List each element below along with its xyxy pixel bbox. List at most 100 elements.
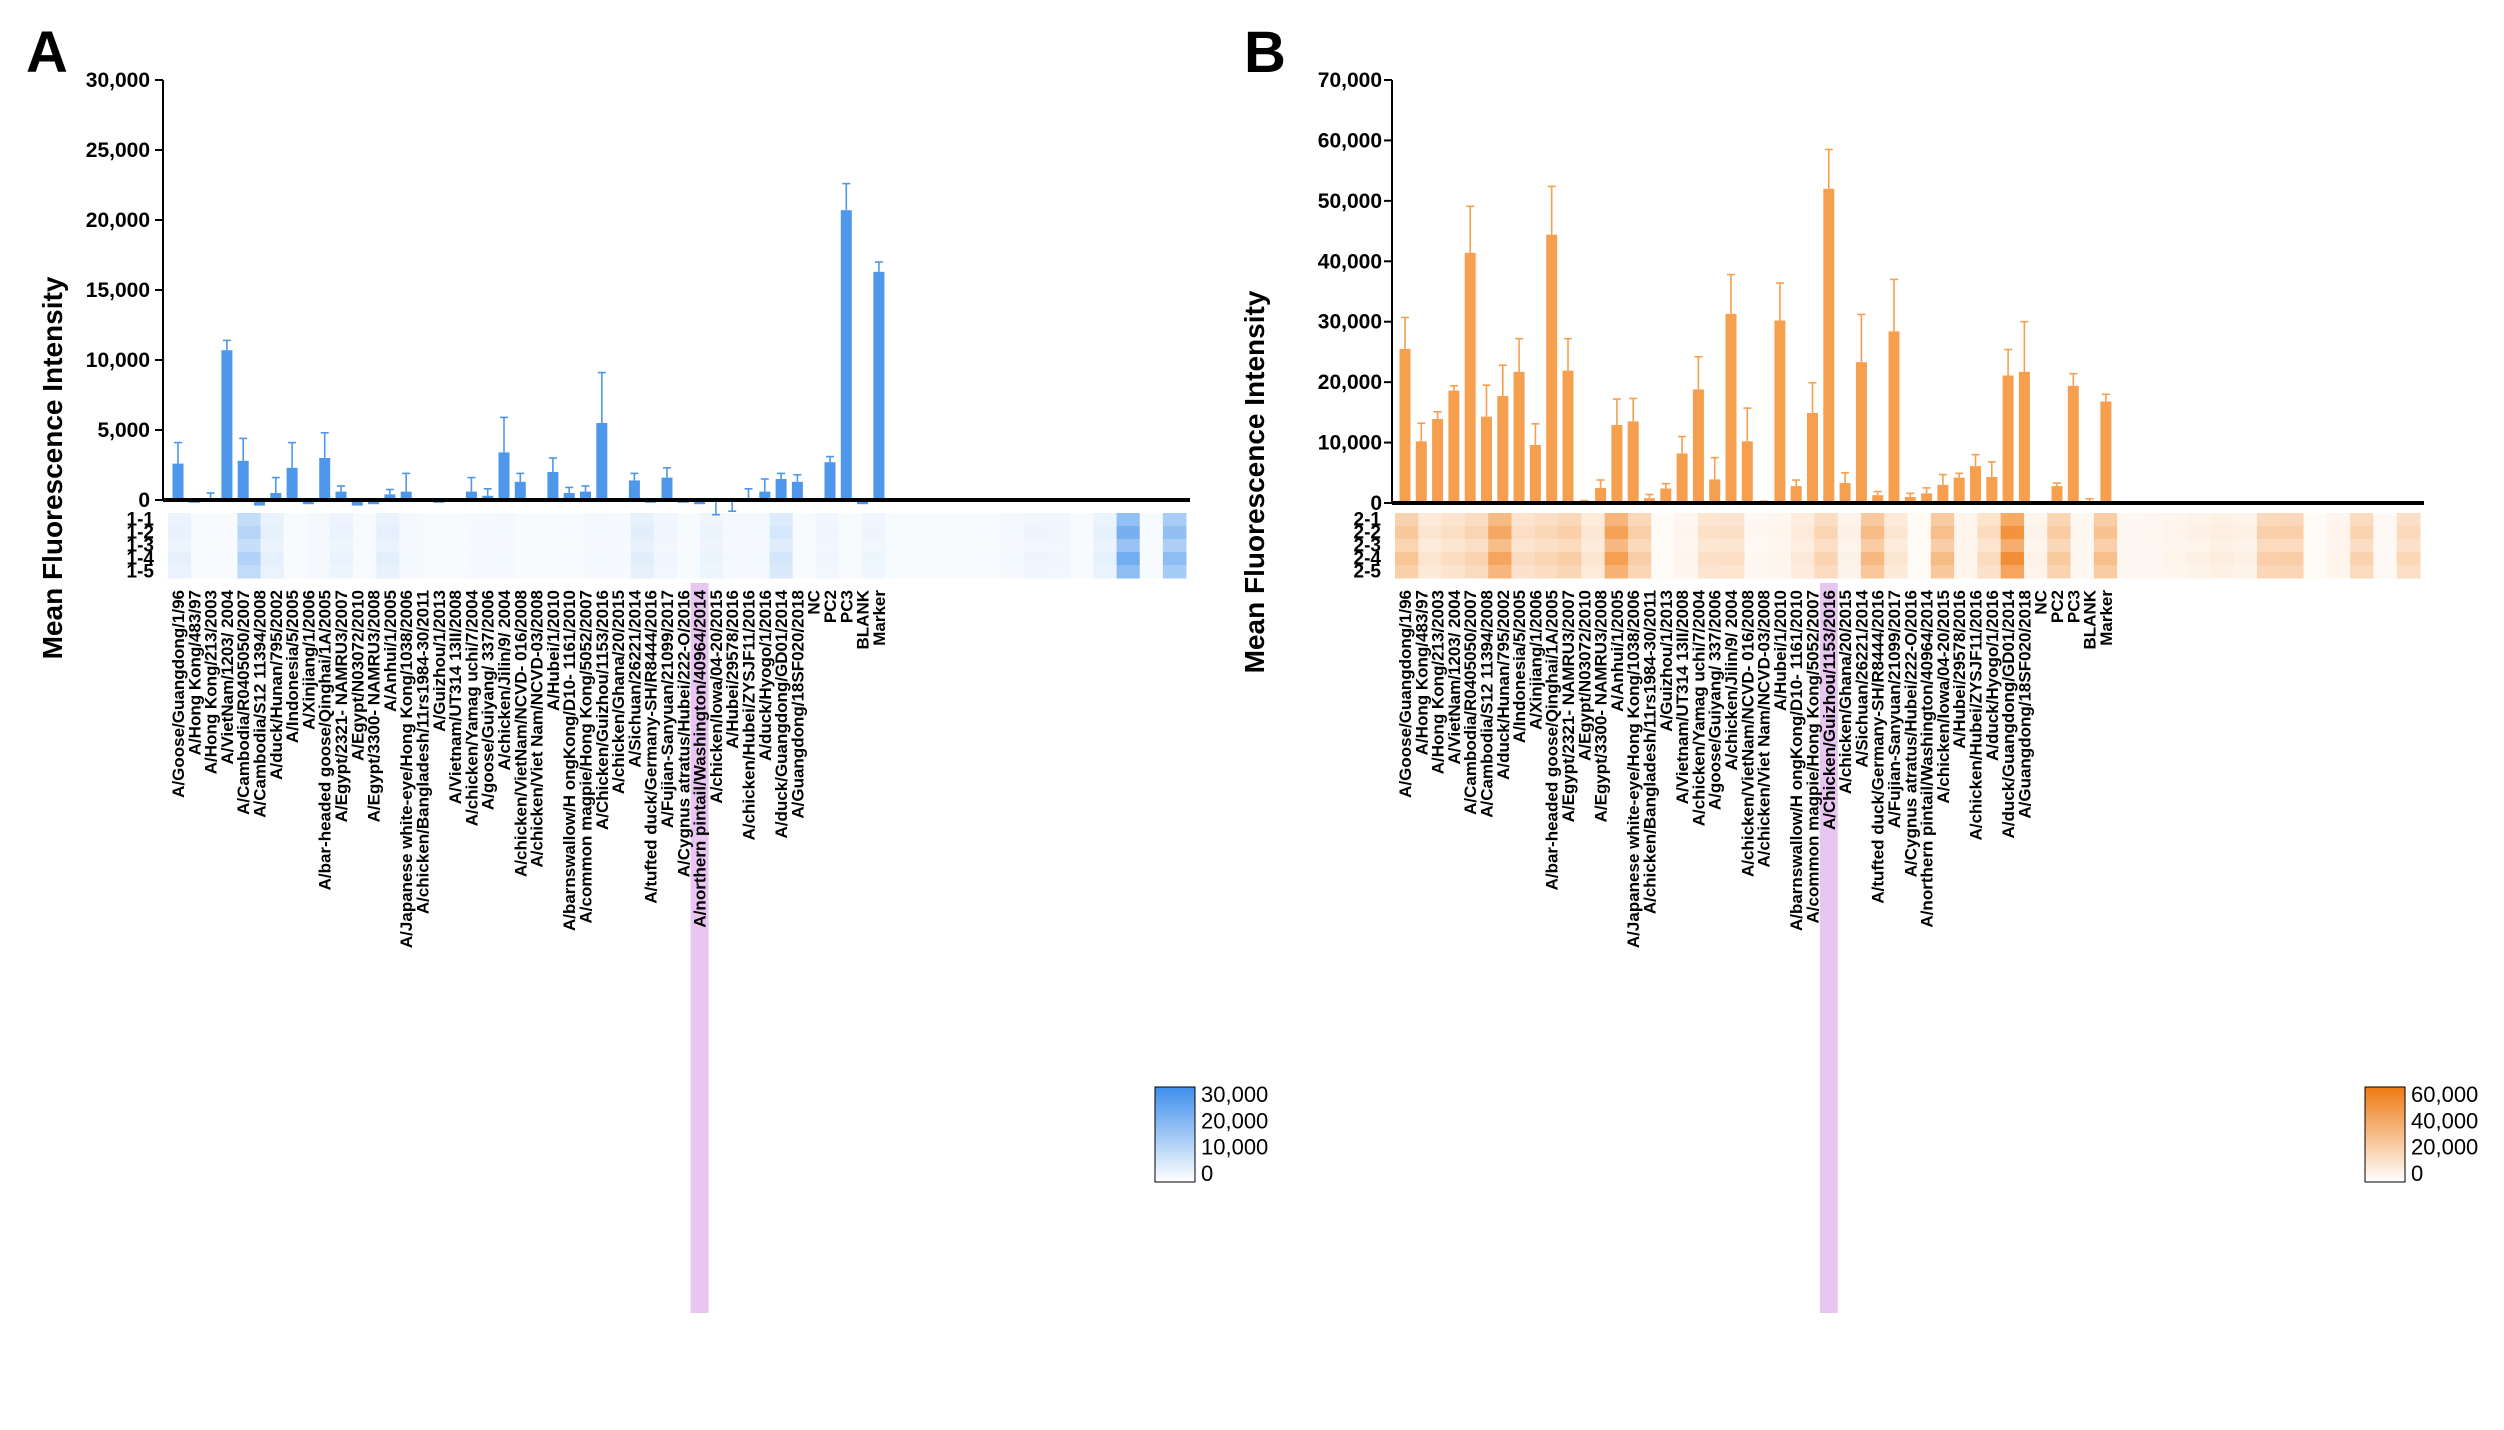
heatmap-cell [2000,552,2025,566]
heatmap-cell [584,526,609,540]
bar [791,481,803,500]
category-label: A/Hong Kong/213/2003 [1429,590,1448,774]
heatmap-cell [1418,539,1443,553]
heatmap-cell [2303,526,2328,540]
heatmap-cell [2047,513,2072,527]
heatmap-cell [1791,513,1815,527]
heatmap-cell [653,552,678,566]
heatmap-cell [584,565,609,579]
heatmap-cell [1930,552,1955,566]
heatmap-cell [237,552,262,566]
heatmap-cell [908,513,932,527]
heatmap-cell [1860,513,1885,527]
heatmap-cell [1464,513,1489,527]
heatmap-cell [607,552,632,566]
heatmap-cell [1070,552,1094,566]
heatmap-cell [329,526,354,540]
bar [1644,498,1655,503]
heatmap-cell [1534,552,1559,566]
heatmap-cell [2140,552,2165,566]
heatmap-cell [2210,513,2235,527]
heatmap-cell [1581,526,1606,540]
heatmap-cell [445,565,470,579]
heatmap-cell [561,526,585,540]
heatmap-cell [1558,565,1582,579]
heatmap-cell [584,552,609,566]
heatmap-cell [2210,552,2235,566]
heatmap-cell [1581,565,1606,579]
heatmap-cell [2117,539,2141,553]
heatmap-cell [1651,552,1676,566]
heatmap-cell [2280,526,2305,540]
category-label: A/Japanese white-eye/Hong Kong/1038/2006 [397,590,416,948]
category-label: A/Egypt/N03072/2010 [348,590,367,761]
heatmap-cell [1418,552,1443,566]
heatmap-cell [769,539,794,553]
heatmap-cell [1674,552,1699,566]
bar [694,500,706,505]
category-label: A/Guizhou/1/2013 [430,590,449,732]
heatmap-cell [2093,526,2118,540]
category-label: A/Hong Kong/483/97 [185,590,204,755]
heatmap-cell [1093,513,1118,527]
heatmap-cell [977,539,1002,553]
bar [824,462,836,500]
heatmap-cell [1627,513,1652,527]
heatmap-cell [1047,565,1071,579]
heatmap-cell [399,513,423,527]
heatmap-cell [1441,526,1466,540]
heatmap-cell [2373,526,2398,540]
heatmap-cell [723,552,747,566]
heatmap-cell [2000,539,2025,553]
heatmap-cell [168,552,192,566]
y-tick-label: 20,000 [1318,371,1382,394]
heatmap-cell [746,565,771,579]
bar [1774,320,1786,503]
heatmap-cell [862,513,886,527]
heatmap-cell [1977,552,2002,566]
category-label: A/Xinjiang/1/2006 [1526,590,1545,730]
heatmap-cell [1627,552,1652,566]
heatmap-cell [1860,539,1885,553]
category-label: A/duck/Hyogo/1/2016 [1983,590,2002,761]
heatmap-cell [1814,565,1839,579]
heatmap-cell [607,565,632,579]
heatmap-cell [2373,513,2398,527]
category-label: A/Cygnus atratus/Hubei/222-O/2016 [1901,590,1920,877]
heatmap-cell [2163,526,2188,540]
heatmap-cell [931,526,956,540]
heatmap-cell [376,513,400,527]
heatmap-cell [2117,513,2141,527]
bar [302,500,314,505]
heatmap-cell [2023,552,2048,566]
category-label: A/Cambodia/S12 11394/2008 [1478,590,1497,818]
heatmap-cell [1721,552,1745,566]
heatmap-cell [538,526,562,540]
heatmap-cell [283,526,308,540]
heatmap-cell [422,565,447,579]
heatmap-cell [399,539,423,553]
category-label: A/Guangdong/18SF020/2018 [2015,590,2034,819]
heatmap-cell [422,513,447,527]
heatmap-cell [2373,539,2398,553]
heatmap-cell [2093,539,2118,553]
heatmap-cell [1767,539,1792,553]
category-label: A/chicken/Jilin/9/ 2004 [495,589,514,770]
heatmap-cell [1954,539,1978,553]
heatmap-cell [1674,513,1699,527]
heatmap-cell [2256,552,2281,566]
heatmap-cell [2187,513,2211,527]
bar [1790,486,1802,503]
heatmap-cell [1070,526,1094,540]
y-tick-label: 40,000 [1318,250,1382,273]
heatmap-cell [538,539,562,553]
heatmap-row-label: 1-5 [127,562,155,583]
heatmap-cell [792,513,817,527]
heatmap-cell [2187,565,2211,579]
bar [1823,188,1835,503]
heatmap-cell [353,539,377,553]
category-label: PC2 [821,590,840,623]
heatmap-cell [1464,526,1489,540]
heatmap-cell [214,526,238,540]
heatmap-cell [977,552,1002,566]
